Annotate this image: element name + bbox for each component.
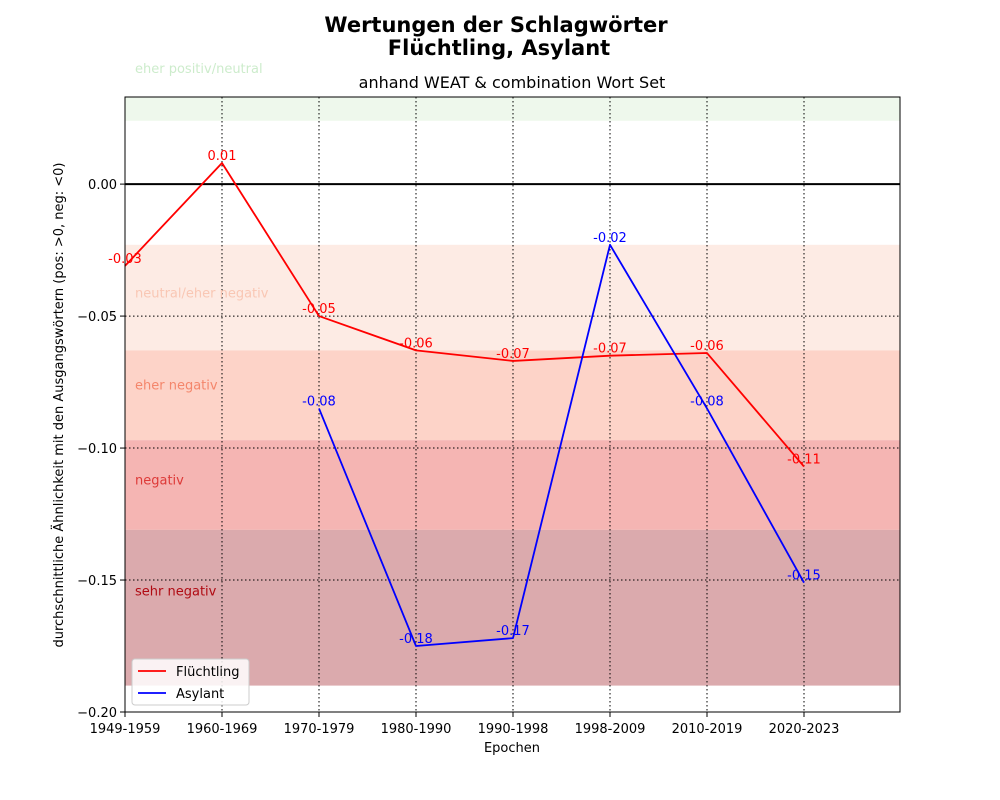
zones-layer — [125, 97, 900, 686]
series-layer — [124, 162, 805, 647]
data-label: -0.05 — [302, 302, 336, 317]
data-label: -0.07 — [496, 347, 530, 362]
data-label: -0.18 — [399, 632, 433, 647]
data-label: -0.11 — [787, 453, 821, 468]
data-label: -0.06 — [690, 339, 724, 354]
x-tick-label: 1998-2009 — [575, 722, 646, 737]
zone-label: sehr negativ — [135, 585, 217, 600]
x-tick-label: 1990-1998 — [478, 722, 549, 737]
x-tick-label: 1960-1969 — [187, 722, 258, 737]
ticks-layer: 1949-1959 1960-1969 1970-1979 1980-1990 1990… — [77, 178, 839, 737]
y-tick-label: −0.10 — [77, 442, 117, 457]
x-tick-label: 1949-1959 — [90, 722, 161, 737]
y-axis-label: durchschnittliche Ähnlichkeit mit den Au… — [51, 162, 67, 647]
zone-band — [125, 350, 900, 441]
data-label: -0.08 — [690, 394, 724, 409]
zone-label: negativ — [135, 474, 184, 489]
x-tick-label: 1970-1979 — [284, 722, 355, 737]
x-axis-label: Epochen — [484, 741, 540, 756]
zone-band — [125, 529, 900, 686]
y-tick-label: −0.05 — [77, 310, 117, 325]
chart-subtitle: anhand WEAT & combination Wort Set — [359, 73, 666, 92]
y-tick-label: −0.15 — [77, 574, 117, 589]
zone-band — [125, 97, 900, 121]
zone-label: eher negativ — [135, 379, 218, 394]
x-tick-label: 2010-2019 — [672, 722, 743, 737]
data-label: 0.01 — [208, 149, 237, 164]
data-label: -0.07 — [593, 342, 627, 357]
legend: Flüchtling Asylant — [131, 658, 250, 706]
data-label: -0.06 — [399, 336, 433, 351]
chart-title-line2: Flüchtling, Asylant — [388, 36, 610, 60]
legend-label: Flüchtling — [176, 665, 240, 680]
chart-title-line1: Wertungen der Schlagwörter — [324, 13, 668, 37]
series-line — [318, 243, 805, 647]
zone-labels-layer: eher positiv/neutral neutral/eher negativ… — [135, 62, 269, 600]
zone-label: neutral/eher negativ — [135, 286, 269, 301]
data-label: -0.17 — [496, 624, 530, 639]
series-line — [124, 162, 805, 468]
data-labels-layer: -0.030.01-0.05-0.06-0.07 -0.07 -0.06-0.11-… — [108, 149, 821, 647]
legend-label: Asylant — [176, 687, 224, 702]
x-tick-label: 2020-2023 — [769, 722, 840, 737]
y-tick-label: −0.20 — [77, 706, 117, 721]
x-tick-label: 1980-1990 — [381, 722, 452, 737]
y-tick-label: 0.00 — [88, 178, 117, 193]
data-label: -0.02 — [593, 231, 627, 246]
zone-label: eher positiv/neutral — [135, 62, 263, 77]
data-label: -0.15 — [787, 569, 821, 584]
data-label: -0.08 — [302, 394, 336, 409]
